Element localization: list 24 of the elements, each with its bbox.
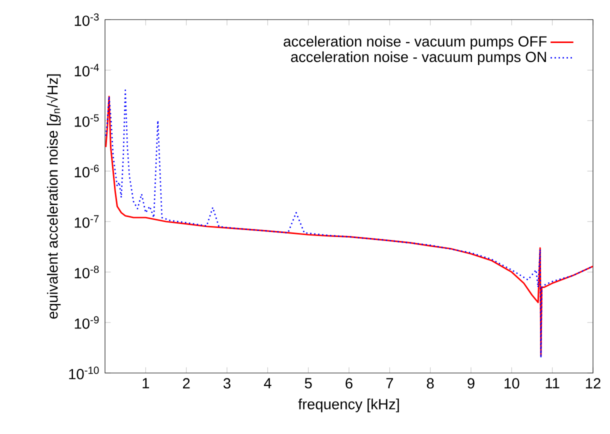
y-tick-label: 10$^{-7}$ [74, 215, 99, 228]
x-tick-label: 11 [546, 378, 560, 388]
x-tick-label: 3 [223, 378, 230, 389]
y-tick-label: 10$^{-8}$ [74, 266, 99, 278]
x-tick-label: 10 [504, 378, 520, 389]
x-tick-label: 9 [468, 378, 474, 389]
y-tick-label: 10$^{-10}$ [69, 366, 99, 380]
x-axis-title: frequency [kHz] [298, 398, 399, 412]
x-tick-label: 1 [142, 378, 150, 388]
y-tick-label: 10$^{-5}$ [74, 114, 99, 127]
legend-label: acceleration noise - vacuum pumps OFF [284, 36, 547, 50]
x-tick-label: 8 [426, 378, 434, 389]
y-tick-label: 10$^{-9}$ [74, 316, 99, 329]
x-tick-label: 2 [182, 378, 190, 388]
x-tick-label: 4 [264, 378, 272, 388]
x-tick-label: 6 [346, 378, 352, 389]
y-tick-label: 10$^{-3}$ [74, 13, 99, 26]
y-axis-title: equivalent acceleration noise [g$_{n}$/√Hz] [46, 74, 61, 319]
legend-label: acceleration noise - vacuum pumps ON [291, 51, 546, 66]
y-tick-label: 10$^{-6}$ [74, 164, 99, 178]
x-tick-label: 7 [386, 378, 394, 388]
y-tick-label: 10$^{-4}$ [74, 64, 99, 76]
x-tick-label: 5 [304, 378, 312, 388]
x-tick-label: 12 [586, 378, 600, 388]
